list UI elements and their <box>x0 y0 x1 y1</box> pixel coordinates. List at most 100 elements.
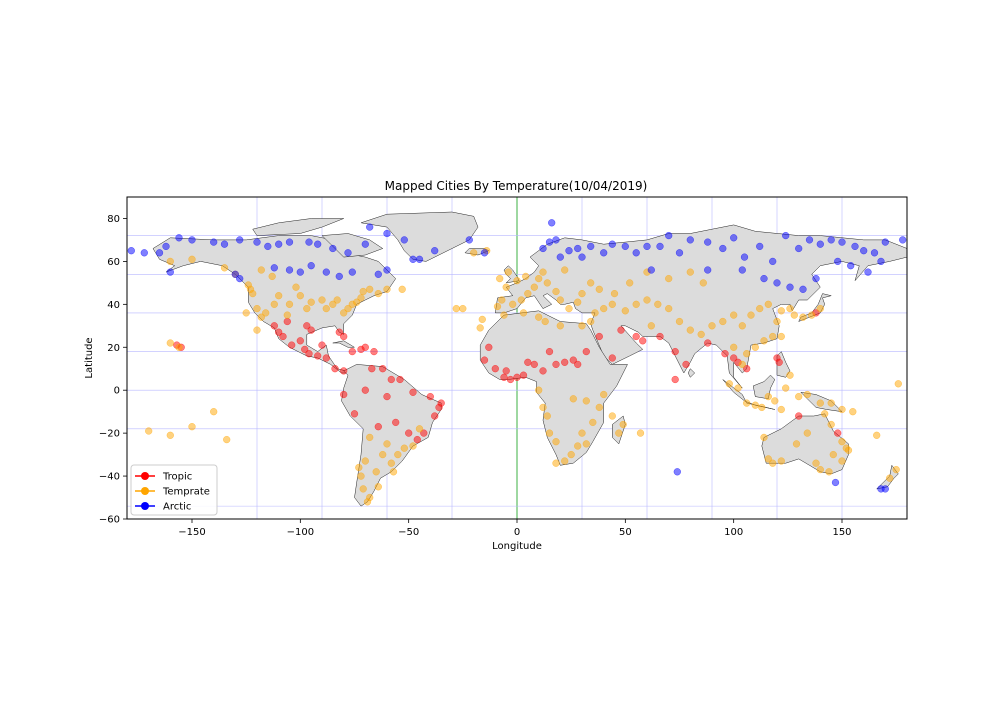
city-point <box>578 289 586 298</box>
x-tick-label: −150 <box>178 527 205 538</box>
city-point <box>314 352 322 360</box>
city-point <box>535 274 543 283</box>
city-point <box>543 412 551 420</box>
city-point <box>387 375 395 384</box>
city-point <box>361 240 369 248</box>
city-point <box>881 485 889 493</box>
legend: Tropic Temprate Arctic <box>130 464 218 516</box>
city-point <box>253 326 261 334</box>
city-point <box>738 266 746 274</box>
series-tropic <box>173 309 842 444</box>
city-point <box>374 270 382 278</box>
city-point <box>697 330 705 339</box>
city-point <box>816 465 824 474</box>
city-point <box>760 337 768 345</box>
city-point <box>769 332 777 341</box>
legend-entry-arctic: Arctic <box>135 502 191 513</box>
city-point <box>322 354 330 362</box>
city-point <box>595 285 603 293</box>
city-point <box>556 296 564 304</box>
city-point <box>426 392 434 401</box>
city-point <box>808 311 816 319</box>
city-point <box>704 238 712 246</box>
city-point <box>500 373 508 381</box>
city-point <box>578 429 586 437</box>
y-tick-label: 20 <box>107 343 120 354</box>
city-point <box>569 395 577 403</box>
city-point <box>539 244 547 253</box>
city-point <box>318 296 326 304</box>
city-point <box>470 249 478 257</box>
land-baffin <box>321 233 384 258</box>
city-point <box>366 285 374 293</box>
city-point <box>747 311 755 319</box>
city-point <box>355 463 363 472</box>
city-point <box>465 236 473 244</box>
city-point <box>886 474 894 482</box>
city-point <box>561 457 569 465</box>
city-point <box>769 257 777 266</box>
city-point <box>671 375 679 384</box>
city-point <box>775 358 783 366</box>
city-point <box>764 455 772 463</box>
series-arctic <box>127 219 907 493</box>
city-point <box>589 418 597 427</box>
city-point <box>758 403 766 412</box>
city-point <box>335 328 343 336</box>
city-point <box>374 289 382 298</box>
city-point <box>656 242 664 251</box>
city-point <box>485 343 493 351</box>
city-point <box>816 399 824 407</box>
city-point <box>188 255 196 263</box>
city-point <box>639 337 647 345</box>
city-point <box>394 450 402 459</box>
chart-title: Mapped Cities By Temperature(10/04/2019) <box>385 179 648 193</box>
city-point <box>541 317 549 326</box>
city-point <box>275 292 283 300</box>
city-point <box>140 249 148 257</box>
city-point <box>671 347 679 356</box>
city-point <box>366 223 374 231</box>
city-point <box>366 493 374 502</box>
city-point <box>379 450 387 459</box>
city-point <box>502 283 510 291</box>
city-point <box>777 405 785 414</box>
city-point <box>582 440 590 448</box>
city-point <box>530 360 538 369</box>
city-point <box>292 283 300 291</box>
city-point <box>704 339 712 347</box>
city-point <box>812 274 820 283</box>
city-point <box>600 390 608 399</box>
city-point <box>751 343 759 351</box>
city-point <box>285 300 294 308</box>
data-points <box>127 219 907 506</box>
city-point <box>415 425 424 433</box>
city-point <box>545 429 554 437</box>
legend-entry-temprate: Temprate <box>135 487 210 498</box>
city-point <box>864 268 872 276</box>
city-point <box>619 420 627 429</box>
y-tick-label: −20 <box>99 429 120 440</box>
city-point <box>600 304 608 313</box>
city-point <box>730 311 738 319</box>
city-point <box>595 403 603 412</box>
city-point <box>578 253 586 261</box>
city-point <box>675 249 684 257</box>
city-point <box>552 360 560 369</box>
city-point <box>175 234 183 242</box>
city-point <box>743 365 751 373</box>
legend-entry-tropic: Tropic <box>135 472 192 483</box>
land-greenland <box>360 211 479 262</box>
city-point <box>636 429 645 437</box>
city-point <box>608 300 616 308</box>
city-point <box>166 431 174 439</box>
city-point <box>831 478 840 487</box>
city-point <box>478 315 486 324</box>
city-point <box>647 322 655 330</box>
city-point <box>296 268 304 276</box>
city-point <box>236 274 244 283</box>
city-point <box>459 304 467 313</box>
city-point <box>805 236 814 244</box>
city-point <box>539 367 547 375</box>
legend-label: Arctic <box>163 502 191 513</box>
